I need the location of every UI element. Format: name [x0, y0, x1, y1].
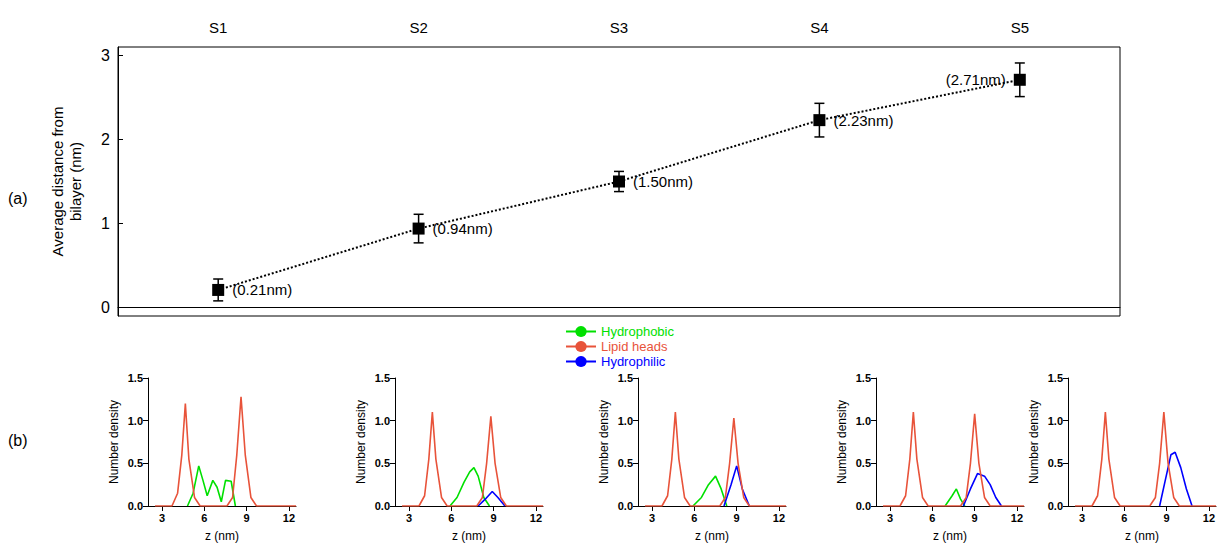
svg-text:Number density: Number density — [597, 400, 611, 484]
svg-text:1.0: 1.0 — [375, 415, 390, 427]
svg-text:9: 9 — [734, 512, 740, 524]
svg-text:(0.21nm): (0.21nm) — [232, 281, 292, 298]
svg-text:Hydrophobic: Hydrophobic — [601, 324, 674, 339]
svg-text:6: 6 — [448, 512, 454, 524]
svg-text:bilayer (nm): bilayer (nm) — [67, 142, 84, 221]
svg-text:(b): (b) — [8, 432, 28, 449]
svg-text:z (nm): z (nm) — [695, 529, 729, 543]
svg-text:2: 2 — [101, 131, 110, 148]
svg-text:1.0: 1.0 — [856, 415, 871, 427]
svg-text:0.0: 0.0 — [856, 500, 871, 512]
svg-text:1.5: 1.5 — [1048, 372, 1063, 384]
svg-text:3: 3 — [887, 512, 893, 524]
svg-text:Number density: Number density — [107, 400, 121, 484]
svg-text:3: 3 — [406, 512, 412, 524]
svg-text:0.5: 0.5 — [375, 457, 390, 469]
svg-text:0.0: 0.0 — [375, 500, 390, 512]
svg-text:0.0: 0.0 — [618, 500, 633, 512]
svg-text:Lipid heads: Lipid heads — [601, 339, 668, 354]
svg-text:0.0: 0.0 — [128, 500, 143, 512]
svg-text:0.0: 0.0 — [1048, 500, 1063, 512]
svg-text:1.5: 1.5 — [128, 372, 143, 384]
svg-text:1.0: 1.0 — [128, 415, 143, 427]
svg-text:12: 12 — [1203, 512, 1215, 524]
svg-text:3: 3 — [1079, 512, 1085, 524]
svg-text:z (nm): z (nm) — [1125, 529, 1159, 543]
svg-text:(a): (a) — [8, 190, 28, 207]
svg-text:0.5: 0.5 — [618, 457, 633, 469]
svg-text:6: 6 — [929, 512, 935, 524]
svg-text:0.5: 0.5 — [128, 457, 143, 469]
svg-text:1.0: 1.0 — [618, 415, 633, 427]
svg-text:6: 6 — [1121, 512, 1127, 524]
svg-text:1.5: 1.5 — [375, 372, 390, 384]
svg-text:S1: S1 — [209, 19, 227, 36]
svg-text:Number density: Number density — [1027, 400, 1041, 484]
svg-text:(0.94nm): (0.94nm) — [433, 220, 493, 237]
svg-text:1.5: 1.5 — [618, 372, 633, 384]
svg-text:(1.50nm): (1.50nm) — [633, 173, 693, 190]
svg-text:12: 12 — [283, 512, 295, 524]
svg-text:z (nm): z (nm) — [205, 529, 239, 543]
svg-text:9: 9 — [972, 512, 978, 524]
svg-text:12: 12 — [530, 512, 542, 524]
svg-text:0: 0 — [101, 299, 110, 316]
svg-text:1.0: 1.0 — [1048, 415, 1063, 427]
svg-text:(2.23nm): (2.23nm) — [833, 112, 893, 129]
svg-text:12: 12 — [1011, 512, 1023, 524]
svg-text:3: 3 — [101, 47, 110, 64]
svg-text:(2.71nm): (2.71nm) — [946, 71, 1006, 88]
svg-text:9: 9 — [1164, 512, 1170, 524]
svg-text:S2: S2 — [409, 19, 427, 36]
svg-text:Average distance from: Average distance from — [49, 107, 66, 257]
svg-text:Number density: Number density — [354, 400, 368, 484]
svg-text:3: 3 — [649, 512, 655, 524]
svg-text:z (nm): z (nm) — [933, 529, 967, 543]
svg-text:3: 3 — [159, 512, 165, 524]
svg-text:1.5: 1.5 — [856, 372, 871, 384]
svg-text:0.5: 0.5 — [856, 457, 871, 469]
svg-text:Number density: Number density — [835, 400, 849, 484]
svg-text:1: 1 — [101, 215, 110, 232]
svg-text:S5: S5 — [1011, 19, 1029, 36]
svg-text:S4: S4 — [810, 19, 828, 36]
svg-text:S3: S3 — [610, 19, 628, 36]
svg-text:6: 6 — [201, 512, 207, 524]
svg-text:9: 9 — [244, 512, 250, 524]
svg-text:6: 6 — [691, 512, 697, 524]
svg-text:z (nm): z (nm) — [452, 529, 486, 543]
svg-text:9: 9 — [491, 512, 497, 524]
svg-text:0.5: 0.5 — [1048, 457, 1063, 469]
svg-text:Hydrophilic: Hydrophilic — [601, 354, 666, 369]
svg-text:12: 12 — [773, 512, 785, 524]
